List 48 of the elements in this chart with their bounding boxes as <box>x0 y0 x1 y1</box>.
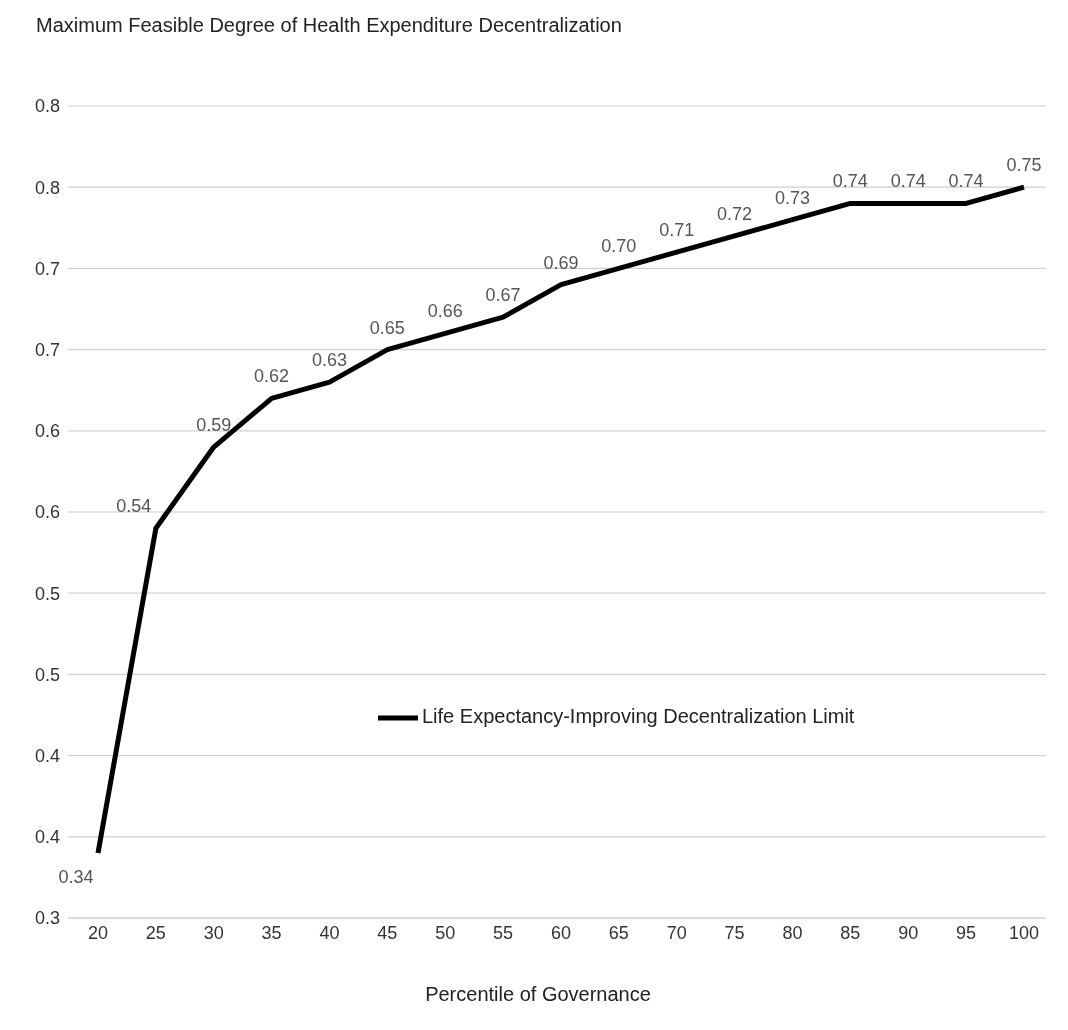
chart-title: Maximum Feasible Degree of Health Expenditure Decentralization <box>36 14 622 37</box>
data-label: 0.74 <box>832 171 868 192</box>
x-tick-label: 25 <box>145 922 166 943</box>
y-tick-label: 0.5 <box>34 664 60 685</box>
data-label: 0.59 <box>196 415 232 436</box>
y-tick-label: 0.6 <box>34 502 60 523</box>
y-tick-label: 0.7 <box>34 339 60 360</box>
x-tick-label: 80 <box>782 922 803 943</box>
data-label: 0.74 <box>890 171 926 192</box>
legend-label: Life Expectancy-Improving Decentralization Limit <box>422 705 855 728</box>
x-tick-label: 50 <box>435 922 456 943</box>
y-tick-label: 0.8 <box>34 177 60 198</box>
data-label: 0.62 <box>254 366 290 387</box>
x-tick-label: 95 <box>956 922 977 943</box>
x-tick-label: 30 <box>203 922 224 943</box>
x-tick-label: 85 <box>840 922 861 943</box>
y-tick-label: 0.7 <box>34 258 60 279</box>
x-tick-label: 45 <box>377 922 398 943</box>
data-label: 0.66 <box>427 301 463 322</box>
data-label: 0.67 <box>485 285 521 306</box>
y-tick-label: 0.6 <box>34 421 60 442</box>
x-tick-label: 55 <box>493 922 514 943</box>
data-label: 0.75 <box>1006 155 1042 176</box>
x-tick-label: 35 <box>261 922 282 943</box>
data-label: 0.70 <box>601 236 637 257</box>
data-label: 0.54 <box>116 496 152 517</box>
y-tick-label: 0.4 <box>34 745 60 766</box>
x-tick-label: 65 <box>608 922 629 943</box>
y-tick-label: 0.8 <box>34 96 60 117</box>
data-label: 0.73 <box>774 187 811 208</box>
data-label: 0.74 <box>948 171 984 192</box>
x-tick-label: 60 <box>550 922 572 943</box>
x-tick-label: 75 <box>724 922 745 943</box>
y-tick-label: 0.5 <box>34 583 60 604</box>
data-label: 0.71 <box>659 220 695 241</box>
x-tick-label: 40 <box>319 922 340 943</box>
x-tick-label: 90 <box>898 922 919 943</box>
y-tick-label: 0.4 <box>34 827 60 848</box>
data-label: 0.72 <box>717 203 753 224</box>
x-axis-title: Percentile of Governance <box>424 983 652 1006</box>
data-label: 0.69 <box>543 252 579 273</box>
data-label: 0.63 <box>311 350 348 371</box>
data-label: 0.65 <box>369 317 405 338</box>
x-tick-label: 70 <box>666 922 687 943</box>
x-tick-label: 100 <box>1008 922 1040 943</box>
x-tick-label: 20 <box>87 922 109 943</box>
y-tick-label: 0.3 <box>34 908 60 929</box>
data-label: 0.34 <box>58 867 94 888</box>
